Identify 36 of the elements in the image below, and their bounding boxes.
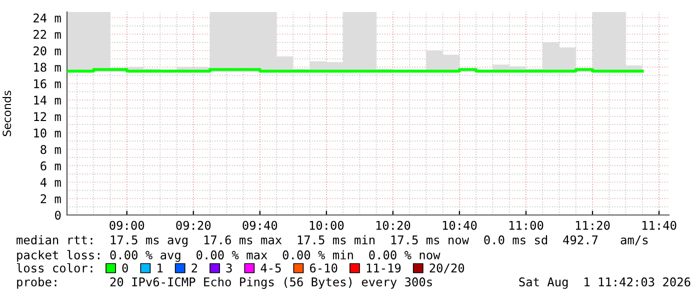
- text: Sat Aug 1 11:42:03 2026: [519, 277, 690, 289]
- x-tick-label: 10:20: [376, 220, 410, 230]
- legend-label: 1: [158, 264, 163, 272]
- x-tick-label: 11:40: [642, 220, 676, 230]
- y-tick-label: 6 m: [40, 161, 61, 170]
- text: packet loss: 0.00 % avg 0.00 % max 0.00 % min 0.00 % now: [17, 250, 440, 262]
- x-tick-label: 10:00: [310, 220, 344, 230]
- y-tick-label: 8 m: [40, 144, 61, 154]
- text: median rtt: 17.5 ms avg 17.6 ms max 17.5 ms min 17.5 ms now 0.0 ms sd 492.7 am/s: [16, 235, 648, 247]
- x-tick-label: 09:20: [176, 220, 211, 230]
- legend-label: 3: [226, 263, 232, 272]
- y-tick-label: 12 m: [34, 112, 61, 121]
- y-tick-label: 14 m: [34, 96, 61, 105]
- legend-label: 20/20: [430, 263, 464, 274]
- x-tick-label: 11:20: [576, 220, 610, 230]
- y-tick-label: 4 m: [40, 178, 61, 187]
- y-tick-label: 10 m: [34, 128, 61, 138]
- x-tick-label: 11:00: [509, 220, 544, 230]
- y-tick-label: 20 m: [34, 46, 61, 56]
- y-tick-label: 0: [55, 210, 61, 220]
- x-tick-label: 09:40: [242, 220, 278, 230]
- legend-label: 6-10: [310, 263, 338, 272]
- legend-label: 0: [122, 263, 128, 272]
- legend-title: loss color:: [16, 263, 92, 272]
- legend-label: 11-19: [366, 263, 401, 272]
- y-tick-label: 24 m: [34, 13, 61, 22]
- y-tick-label: 16 m: [34, 79, 61, 88]
- legend-label: 2: [192, 263, 198, 272]
- legend-label: 4-5: [260, 264, 281, 272]
- y-tick-label: 22 m: [34, 30, 61, 39]
- y-tick-label: 18 m: [34, 62, 61, 72]
- x-tick-label: 09:00: [110, 220, 144, 230]
- x-tick-label: 10:40: [442, 220, 477, 230]
- y-axis-title: Seconds: [2, 90, 12, 136]
- y-tick-label: 2 m: [40, 194, 61, 204]
- text: probe: 20 IPv6-ICMP Echo Pings (56 Bytes) every 300s: [17, 277, 432, 289]
